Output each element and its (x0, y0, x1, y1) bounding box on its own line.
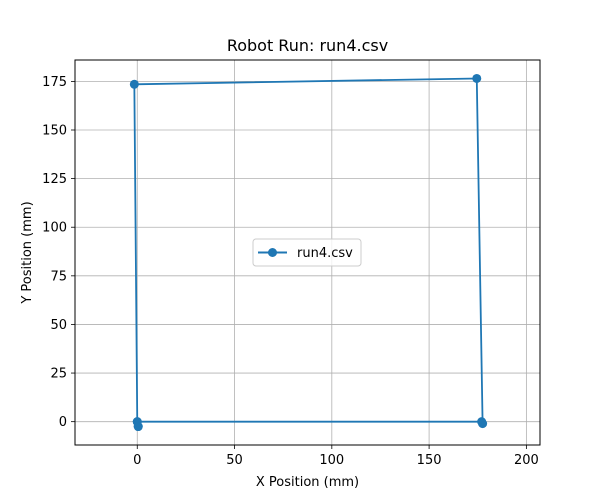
legend-label: run4.csv (297, 246, 353, 261)
data-point-marker (129, 79, 139, 89)
data-point-marker (478, 419, 488, 429)
chart-title: Robot Run: run4.csv (227, 36, 388, 55)
x-tick-label: 50 (226, 453, 243, 468)
y-tick-label: 0 (59, 415, 67, 430)
x-tick-label: 200 (514, 453, 539, 468)
series-line (133, 77, 484, 427)
y-tick-label: 25 (50, 367, 67, 382)
legend: run4.csv (252, 238, 362, 267)
legend-marker-swatch (268, 248, 277, 257)
y-tick-label: 125 (42, 172, 67, 187)
x-tick-label: 100 (319, 453, 344, 468)
data-point-marker (472, 73, 482, 83)
x-axis-label: X Position (mm) (256, 475, 359, 490)
x-tick-label: 0 (133, 453, 141, 468)
x-tick-label: 150 (417, 453, 442, 468)
y-tick-label: 150 (42, 124, 67, 139)
axis-ticks: 0 50 100 150 200 0 25 50 75 100 125 150 175 (42, 75, 539, 468)
plot-area-frame (74, 59, 541, 446)
y-axis-label: Y Position (mm) (20, 201, 35, 304)
data-series (129, 73, 488, 432)
legend-box (252, 238, 362, 267)
data-point-marker (133, 422, 143, 432)
y-tick-label: 50 (50, 318, 67, 333)
y-tick-label: 75 (50, 269, 67, 284)
y-tick-label: 100 (42, 221, 67, 236)
y-tick-label: 175 (42, 75, 67, 90)
